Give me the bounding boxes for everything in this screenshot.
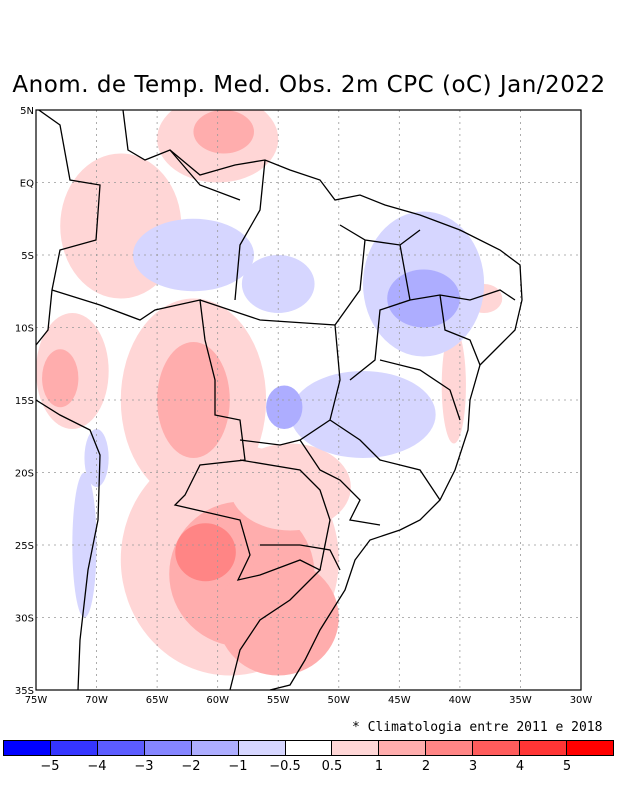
lon-label: 35W [509, 695, 532, 706]
anomaly-ms-warm [229, 443, 351, 531]
anomaly-mg-cool [290, 371, 436, 458]
map-title: Anom. de Temp. Med. Obs. 2m CPC (oC) Jan… [12, 72, 606, 98]
lat-label: 5N [20, 106, 34, 117]
south-america-coast [36, 110, 101, 690]
colorbar-swatch [97, 741, 145, 755]
lat-label: 20S [15, 469, 34, 480]
lat-label: 5S [21, 251, 34, 262]
colorbar-label: −4 [87, 759, 107, 774]
lon-label: 45W [388, 695, 411, 706]
climatology-note: * Climatologia entre 2011 e 2018 [352, 720, 603, 735]
latitude-labels: 5N EQ 5S 10S 15S 20S 25S 30S 35S [15, 106, 34, 697]
colorbar-swatch [50, 741, 98, 755]
anomaly-north-warm-inner [193, 110, 255, 154]
colorbar-swatch [473, 741, 521, 755]
colorbar-label: −2 [181, 759, 201, 774]
colorbar-label: −3 [134, 759, 154, 774]
colorbar-swatch [567, 741, 613, 755]
anomaly-paraguay-warm-core [175, 523, 236, 582]
lat-label: EQ [20, 179, 34, 190]
lat-label: 30S [15, 614, 34, 625]
anomaly-ne-cool-inner [387, 269, 460, 328]
brazil-border [122, 110, 523, 690]
lon-label: 65W [146, 695, 169, 706]
colorbar-swatch [332, 741, 380, 755]
colorbar-swatch [285, 741, 333, 755]
lon-label: 55W [267, 695, 290, 706]
lon-label: 70W [85, 695, 108, 706]
lon-label: 60W [206, 695, 229, 706]
lat-label: 25S [15, 541, 34, 552]
lat-label: 35S [15, 686, 34, 697]
colorbar-label: −0.5 [269, 759, 301, 774]
colorbar-label: 3 [468, 759, 478, 774]
colorbar-swatch [426, 741, 474, 755]
colorbar-swatch [4, 741, 51, 755]
country-borders [36, 110, 523, 690]
colorbar-swatch [144, 741, 192, 755]
lon-label: 50W [327, 695, 350, 706]
colorbar-swatch [520, 741, 568, 755]
colorbar-swatch [191, 741, 239, 755]
colorbar-label: −1 [228, 759, 248, 774]
anomaly-go-cool-core [266, 385, 303, 429]
colorbar-label: 2 [421, 759, 431, 774]
anomaly-rs-warm-outer [217, 559, 339, 676]
colorbar-swatch [238, 741, 286, 755]
lon-label: 75W [25, 695, 48, 706]
lon-label: 30W [570, 695, 593, 706]
colorbar-label: −5 [40, 759, 60, 774]
colorbar-label: 4 [515, 759, 525, 774]
colorbar-swatch [379, 741, 427, 755]
colorbar-label: 1 [374, 759, 384, 774]
anomaly-peru-warm-core [42, 349, 79, 408]
lat-label: 10S [15, 324, 34, 335]
lat-label: 15S [15, 396, 34, 407]
longitude-labels: 75W 70W 65W 60W 55W 50W 45W 40W 35W 30W [25, 695, 593, 706]
colorbar-label: 0.5 [321, 759, 343, 774]
west-border [51, 289, 322, 690]
colorbar [3, 740, 614, 756]
colorbar-label: 5 [562, 759, 572, 774]
lon-label: 40W [449, 695, 472, 706]
state-borders [169, 149, 516, 571]
plot-frame [35, 109, 582, 691]
